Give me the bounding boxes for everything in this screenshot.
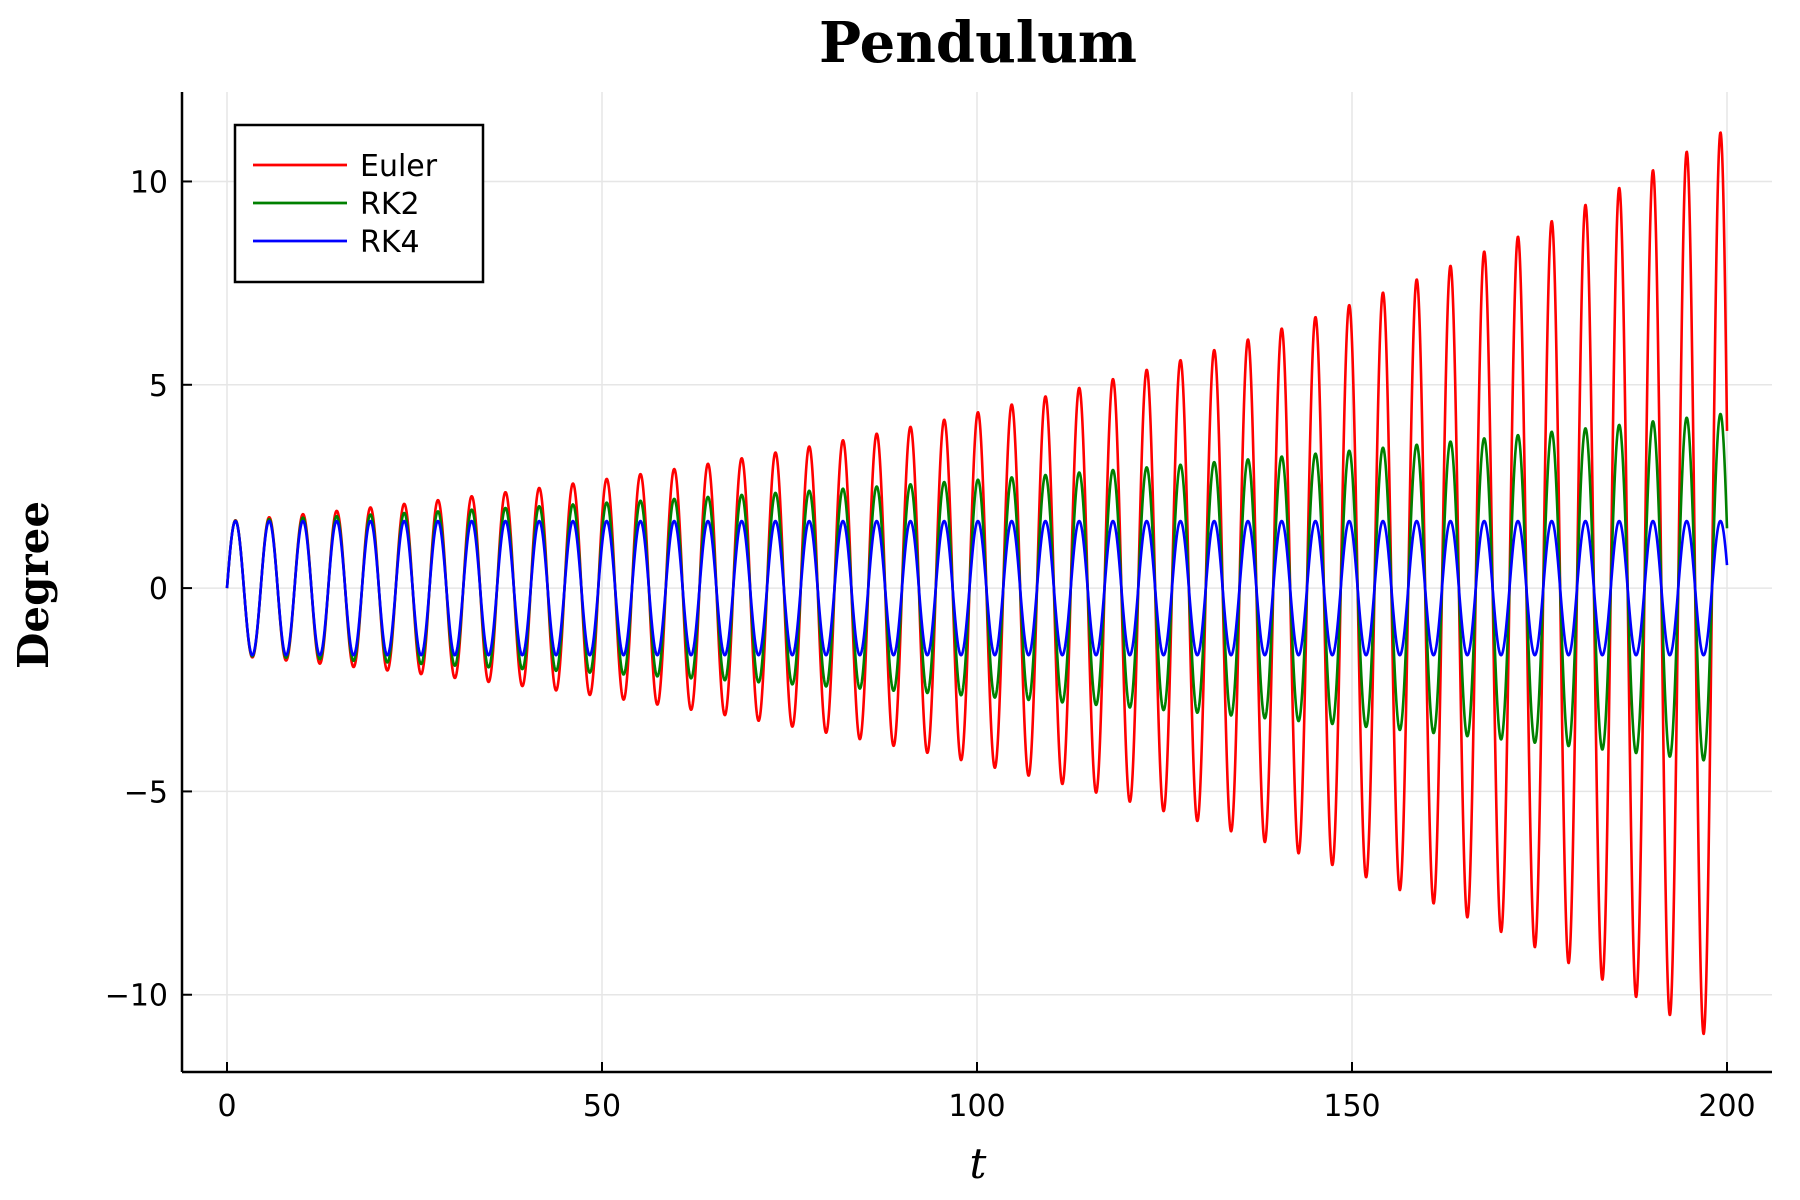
tick-labels: 0 50 100 150 200 −10 −5 0 5 10 <box>105 165 1756 1124</box>
y-axis-label: Degree <box>9 501 58 669</box>
legend-label-euler: Euler <box>360 149 438 184</box>
x-axis-label: t <box>970 1139 987 1188</box>
y-tick-label-1: −5 <box>124 775 168 810</box>
x-tick-label-1: 50 <box>583 1089 621 1124</box>
series-line-rk4 <box>225 519 1729 657</box>
plot-series <box>225 131 1729 1036</box>
x-tick-label-0: 0 <box>217 1089 236 1124</box>
chart-title: Pendulum <box>819 10 1137 76</box>
y-tick-label-0: −10 <box>105 979 168 1014</box>
y-tick-label-4: 10 <box>130 165 168 200</box>
legend-label-rk2: RK2 <box>360 187 420 222</box>
axes <box>180 92 1772 1074</box>
x-tick-label-2: 100 <box>948 1089 1005 1124</box>
x-tick-label-4: 200 <box>1698 1089 1755 1124</box>
y-tick-label-3: 5 <box>149 369 168 404</box>
x-tick-label-3: 150 <box>1323 1089 1380 1124</box>
y-tick-label-2: 0 <box>149 572 168 607</box>
legend-label-rk4: RK4 <box>360 225 420 260</box>
